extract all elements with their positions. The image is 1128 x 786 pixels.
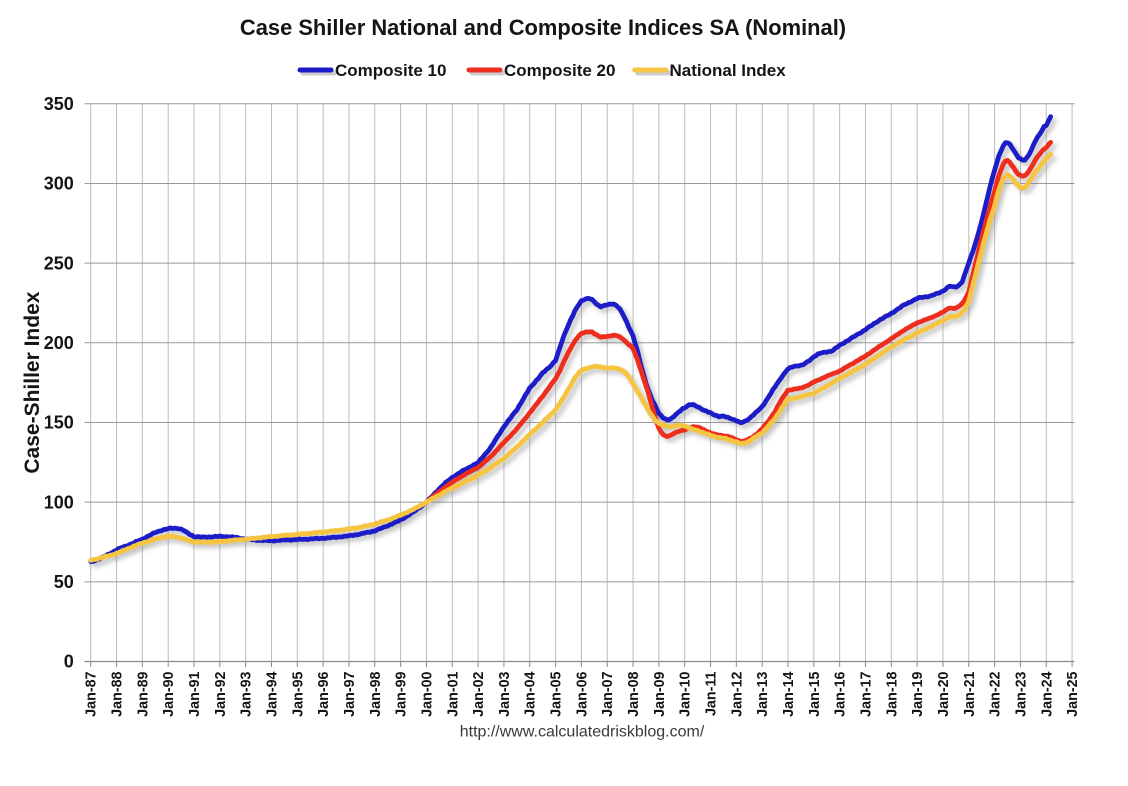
svg-text:Jan-06: Jan-06 (574, 671, 590, 716)
svg-text:Case Shiller National and Comp: Case Shiller National and Composite Indi… (240, 15, 846, 40)
svg-text:150: 150 (44, 413, 74, 433)
svg-text:Jan-99: Jan-99 (394, 671, 410, 716)
svg-text:Composite 10: Composite 10 (335, 61, 446, 80)
svg-text:Jan-97: Jan-97 (342, 671, 358, 716)
svg-text:Jan-11: Jan-11 (704, 671, 720, 716)
svg-text:Jan-93: Jan-93 (239, 671, 255, 716)
svg-text:Jan-24: Jan-24 (1039, 671, 1055, 716)
svg-text:350: 350 (44, 94, 74, 114)
svg-text:Jan-25: Jan-25 (1065, 671, 1081, 716)
svg-text:Jan-88: Jan-88 (110, 671, 126, 716)
svg-text:Jan-22: Jan-22 (988, 671, 1004, 716)
svg-text:Case-Shiller Index: Case-Shiller Index (21, 291, 44, 473)
svg-text:Jan-21: Jan-21 (962, 671, 978, 716)
svg-text:Jan-09: Jan-09 (652, 671, 668, 716)
svg-text:Jan-10: Jan-10 (678, 671, 694, 716)
svg-text:Jan-95: Jan-95 (290, 671, 306, 716)
svg-text:Jan-19: Jan-19 (910, 671, 926, 716)
svg-text:Jan-03: Jan-03 (497, 671, 513, 716)
svg-text:Jan-07: Jan-07 (600, 671, 616, 716)
svg-text:Jan-91: Jan-91 (187, 671, 203, 716)
svg-text:http://www.calculatedriskblog.: http://www.calculatedriskblog.com/ (460, 724, 705, 741)
svg-text:Jan-89: Jan-89 (135, 671, 151, 716)
svg-text:Composite 20: Composite 20 (504, 61, 615, 80)
svg-text:Jan-14: Jan-14 (781, 671, 797, 716)
svg-text:Jan-01: Jan-01 (445, 671, 461, 716)
svg-text:Jan-12: Jan-12 (729, 671, 745, 716)
svg-text:250: 250 (44, 253, 74, 273)
svg-text:Jan-98: Jan-98 (368, 671, 384, 716)
svg-text:Jan-20: Jan-20 (936, 671, 952, 716)
svg-text:Jan-08: Jan-08 (626, 671, 642, 716)
svg-text:Jan-17: Jan-17 (859, 671, 875, 716)
svg-text:Jan-00: Jan-00 (419, 671, 435, 716)
svg-text:Jan-87: Jan-87 (84, 671, 100, 716)
svg-text:Jan-92: Jan-92 (213, 671, 229, 716)
svg-text:Jan-90: Jan-90 (161, 671, 177, 716)
svg-text:Jan-02: Jan-02 (471, 671, 487, 716)
svg-text:Jan-94: Jan-94 (265, 671, 281, 716)
svg-text:Jan-15: Jan-15 (807, 671, 823, 716)
svg-text:Jan-96: Jan-96 (316, 671, 332, 716)
svg-text:Jan-13: Jan-13 (755, 671, 771, 716)
svg-text:0: 0 (64, 652, 74, 672)
svg-text:200: 200 (44, 333, 74, 353)
svg-text:Jan-05: Jan-05 (549, 671, 565, 716)
svg-text:50: 50 (54, 572, 74, 592)
svg-text:Jan-23: Jan-23 (1013, 671, 1029, 716)
svg-text:National Index: National Index (670, 61, 787, 80)
svg-text:100: 100 (44, 492, 74, 512)
svg-text:300: 300 (44, 174, 74, 194)
svg-text:Jan-18: Jan-18 (884, 671, 900, 716)
svg-text:Jan-04: Jan-04 (523, 671, 539, 716)
svg-text:Jan-16: Jan-16 (833, 671, 849, 716)
